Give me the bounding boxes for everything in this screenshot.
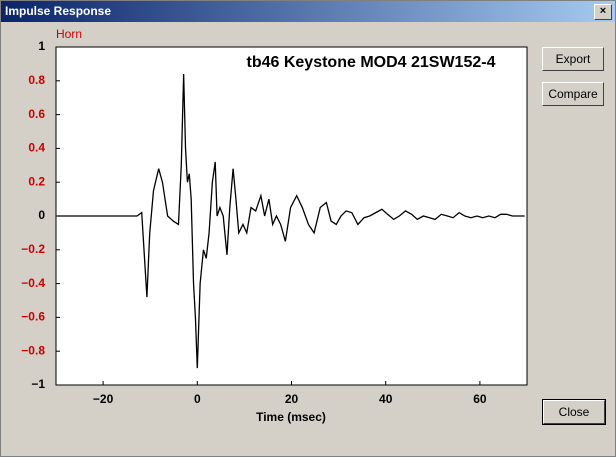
x-tick-label: 0	[194, 392, 201, 406]
line-series	[57, 74, 525, 369]
chart-title: tb46 Keystone MOD4 21SW152-4	[247, 54, 496, 71]
y-tick-label: 0.8	[28, 73, 45, 87]
y-tick-label: −0.8	[21, 343, 45, 357]
title-bar: Impulse Response ×	[1, 1, 615, 22]
close-button[interactable]: Close	[542, 399, 606, 425]
compare-button[interactable]: Compare	[542, 82, 604, 106]
y-tick-label: 0	[38, 208, 45, 222]
export-button[interactable]: Export	[542, 47, 604, 71]
window-title: Impulse Response	[5, 4, 112, 18]
y-tick-label: −1	[31, 377, 45, 391]
x-axis-label: Time (msec)	[256, 410, 326, 424]
x-tick-label: 40	[379, 392, 393, 406]
y-tick-label: 1	[38, 39, 45, 53]
y-tick-label: −0.6	[21, 310, 45, 324]
x-tick-label: 60	[473, 392, 487, 406]
legend-entry: Horn	[56, 27, 82, 41]
x-tick-label: 20	[285, 392, 299, 406]
y-tick-label: −0.2	[21, 242, 45, 256]
y-tick-label: 0.4	[28, 141, 45, 155]
y-tick-label: 0.2	[28, 174, 45, 188]
y-tick-label: 0.6	[28, 107, 45, 121]
y-tick-label: −0.4	[21, 276, 45, 290]
x-tick-label: −20	[93, 392, 114, 406]
close-icon[interactable]: ×	[594, 4, 612, 20]
